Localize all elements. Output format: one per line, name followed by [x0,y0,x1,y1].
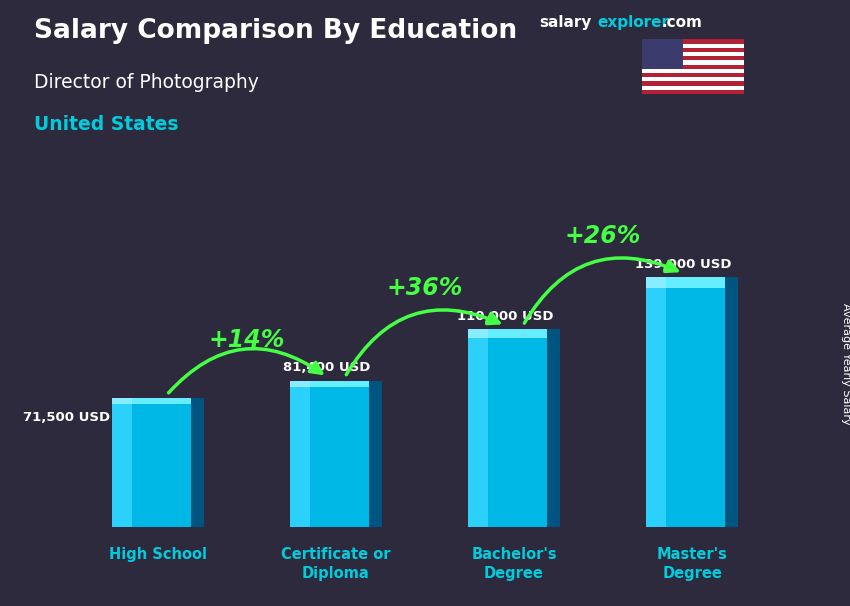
Bar [132,399,191,404]
Bar [111,399,132,527]
Text: Director of Photography: Director of Photography [34,73,259,92]
Bar [642,81,744,85]
Bar [468,329,560,527]
Bar [646,277,666,288]
Bar [468,329,488,338]
Text: United States: United States [34,115,178,134]
Bar [666,277,726,288]
Text: 139,000 USD: 139,000 USD [635,258,732,271]
Bar [191,399,204,527]
Text: 71,500 USD: 71,500 USD [23,411,110,424]
Bar [642,39,744,44]
Bar [642,56,744,61]
Bar [642,44,744,48]
Bar [642,77,744,81]
Text: .com: .com [661,15,702,30]
Bar [547,329,560,527]
Bar [290,381,310,527]
Bar [111,399,204,527]
Text: Salary Comparison By Education: Salary Comparison By Education [34,18,517,44]
Bar [642,48,744,52]
Text: salary: salary [540,15,592,30]
Bar [290,381,310,387]
Text: +36%: +36% [387,276,463,300]
Bar [726,277,739,527]
Bar [468,329,488,527]
Bar [310,381,369,387]
Bar [642,39,683,68]
Bar [642,65,744,68]
Text: explorer: explorer [598,15,670,30]
Bar [488,329,547,338]
Bar [111,399,132,404]
Bar [642,68,744,73]
Bar [642,73,744,77]
Bar [642,61,744,65]
Text: +14%: +14% [209,328,285,351]
Text: 110,000 USD: 110,000 USD [457,310,553,323]
Text: Average Yearly Salary: Average Yearly Salary [841,303,850,424]
Bar [369,381,382,527]
Bar [646,277,739,527]
Text: 81,400 USD: 81,400 USD [283,361,371,375]
Bar [642,52,744,56]
Bar [642,90,744,94]
Bar [642,85,744,90]
Text: +26%: +26% [565,224,641,248]
Bar [290,381,382,527]
Bar [646,277,666,527]
